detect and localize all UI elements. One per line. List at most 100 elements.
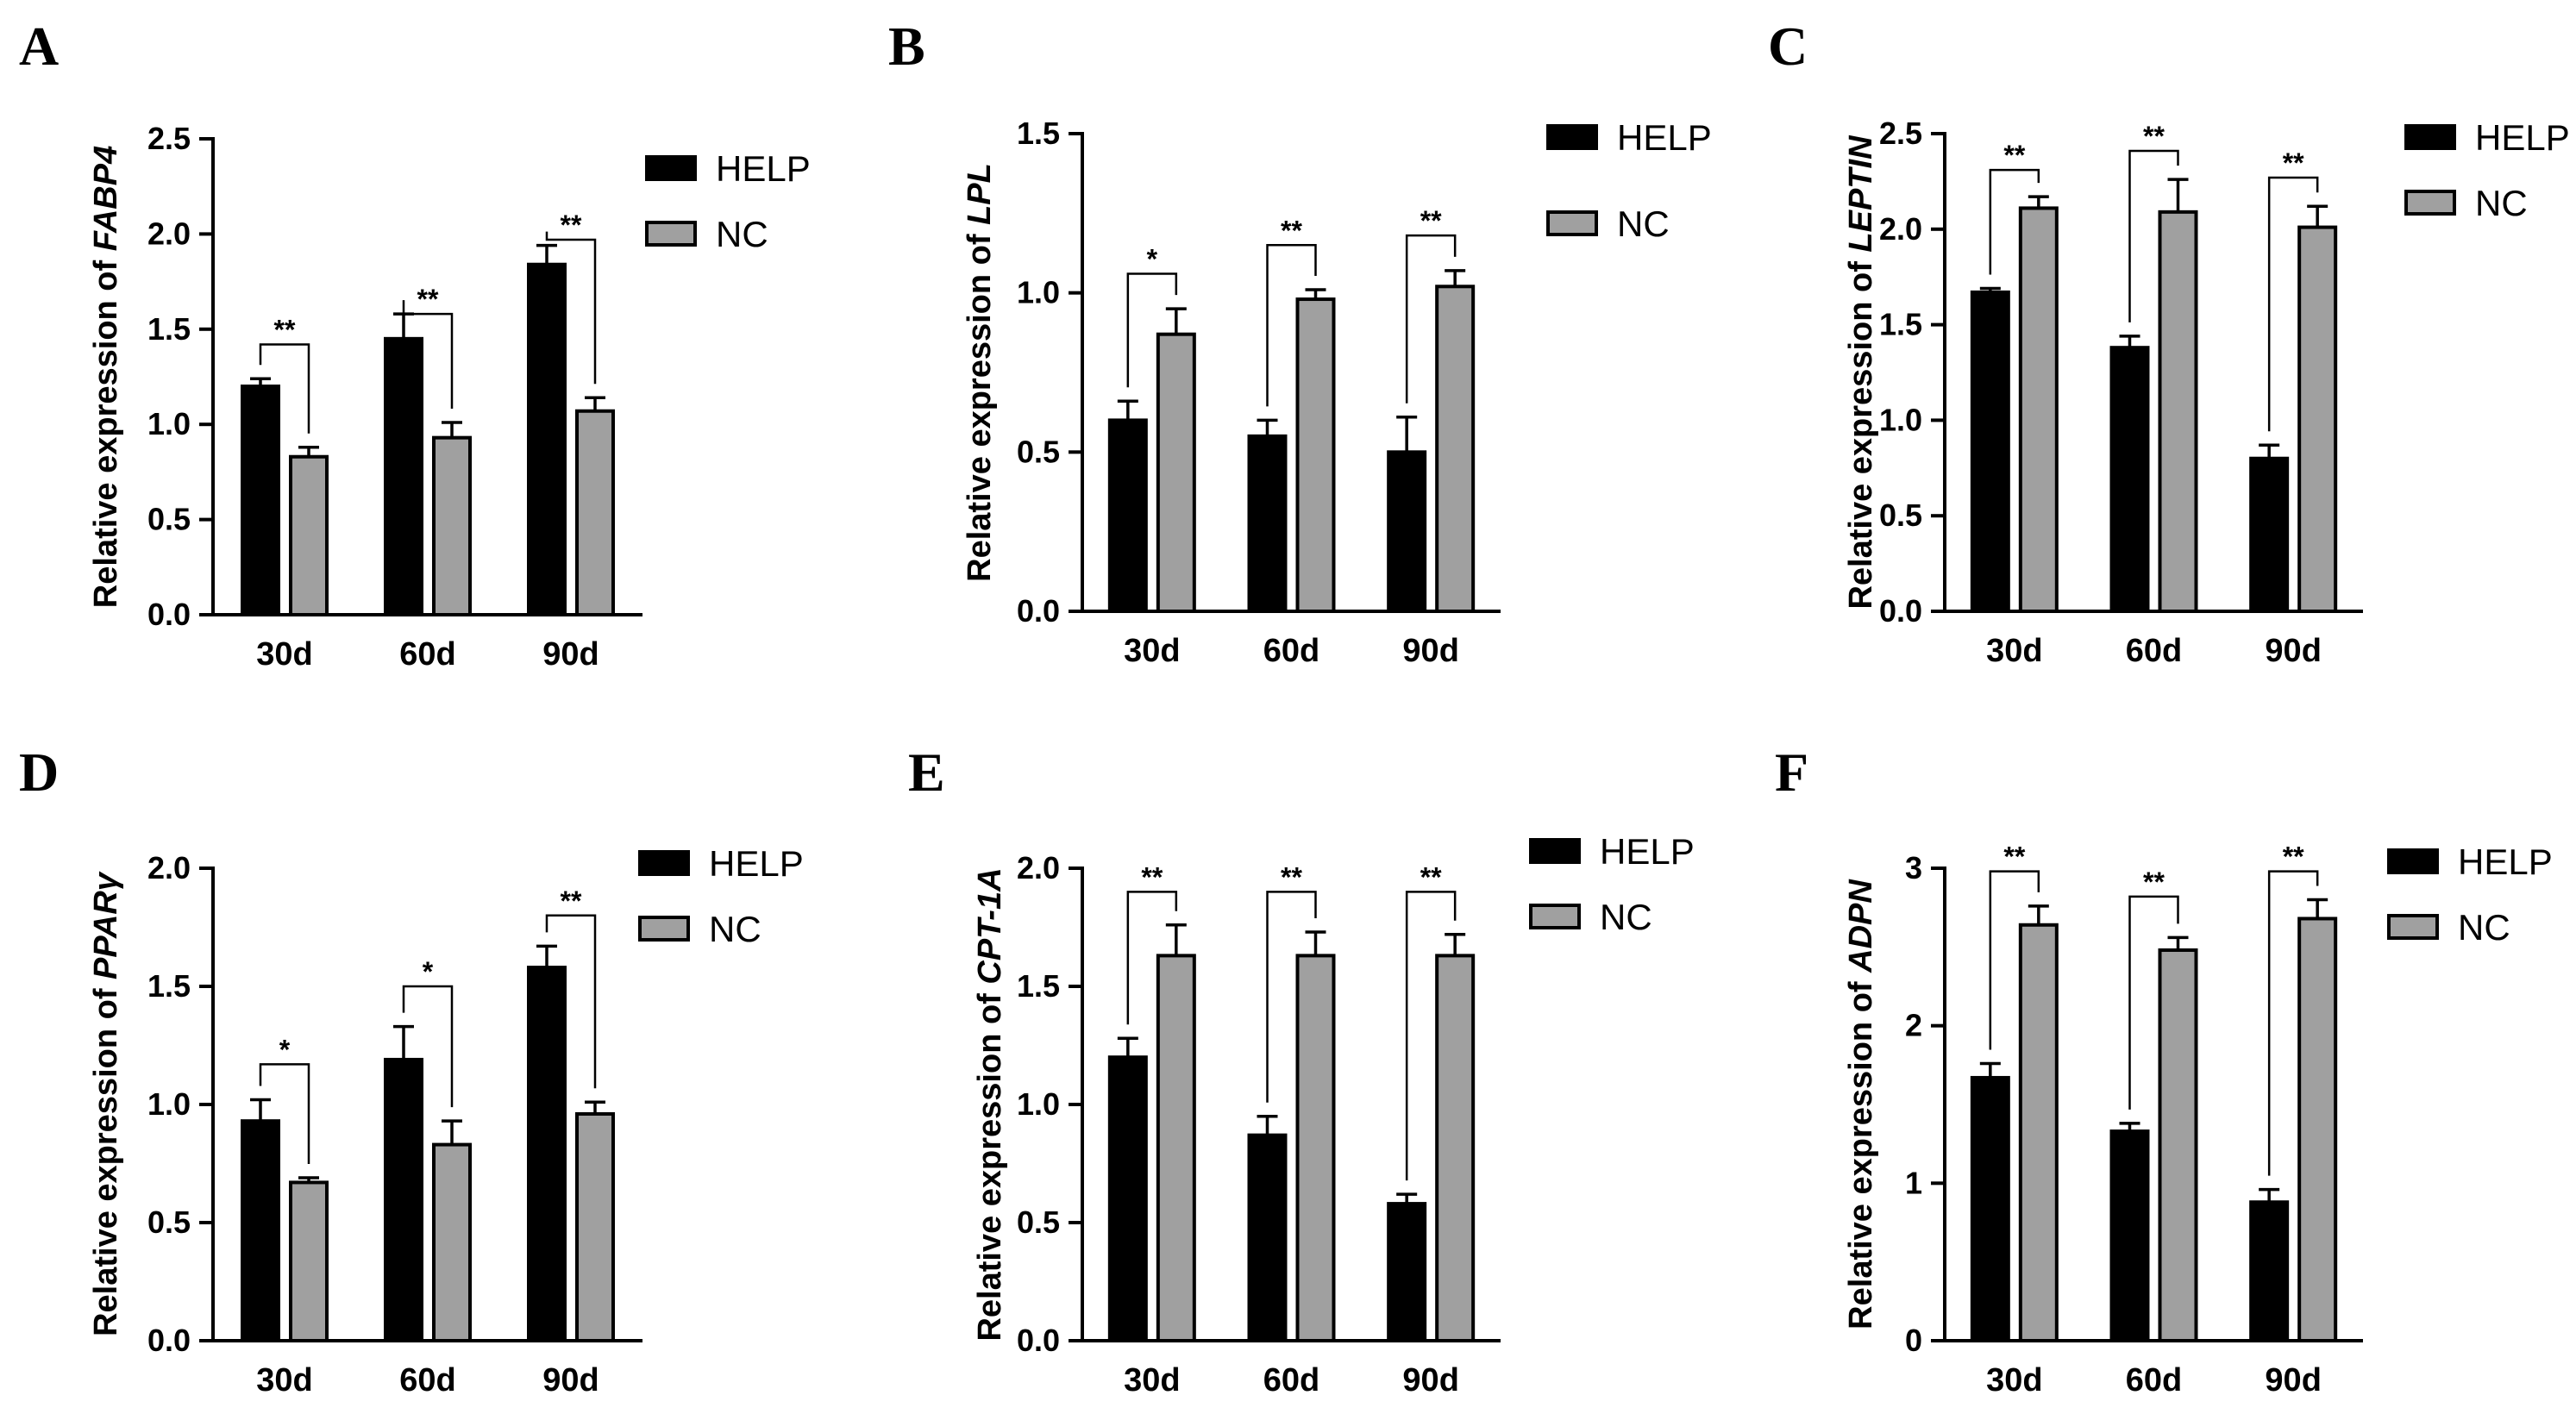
significance-bracket <box>1405 891 1457 1181</box>
x-category-label: 60d <box>399 636 455 673</box>
bar-nc-30d <box>289 454 329 617</box>
significance-label: ** <box>274 314 296 345</box>
legend-nc-swatch <box>1546 210 1598 236</box>
y-axis-title-gene: CPT-1A <box>972 867 1008 984</box>
y-tick-label: 1.5 <box>147 968 191 1004</box>
significance-label: ** <box>2143 121 2165 152</box>
significance-bracket <box>1266 891 1317 1103</box>
y-tick-label: 0.5 <box>1017 434 1060 469</box>
significance-bracket <box>259 343 310 434</box>
y-tick-label: 2.0 <box>1879 211 1922 247</box>
legend-nc-swatch <box>638 916 690 942</box>
legend-help-label: HELP <box>709 843 804 884</box>
bar-nc-90d <box>575 409 615 616</box>
x-category-label: 60d <box>1263 1362 1319 1398</box>
significance-label: * <box>1147 244 1158 275</box>
significance-bracket <box>1989 870 2040 1050</box>
panel-f: F 0 1 2 3 Relative expression of ADPN 30d ** 60d… <box>1775 741 2553 1398</box>
y-tick-label: 0.0 <box>1017 593 1060 629</box>
y-tick-label: 1.0 <box>147 406 191 441</box>
panel-letter: B <box>888 16 925 77</box>
panel-letter: D <box>19 741 59 803</box>
bar-help-60d <box>1247 434 1288 613</box>
significance-label: ** <box>1281 215 1302 246</box>
panel-letter: C <box>1768 16 1808 77</box>
bar-help-30d <box>241 1119 280 1343</box>
significance-bracket <box>402 985 454 1108</box>
y-tick-label: 2.0 <box>147 850 191 885</box>
y-tick-label: 3 <box>1905 850 1922 885</box>
significance-bracket <box>2128 895 2179 1110</box>
y-tick-label: 2 <box>1905 1008 1922 1043</box>
significance-bracket <box>545 914 597 1089</box>
significance-bracket <box>2267 870 2319 1176</box>
panel-d: D 0.0 0.5 1.0 1.5 2.0 Relative expression of P… <box>19 741 804 1398</box>
bar-help-60d <box>2109 1129 2150 1343</box>
legend-help-swatch <box>1546 124 1598 150</box>
x-category-label: 60d <box>2126 633 2182 669</box>
legend-nc-label: NC <box>1617 203 1670 244</box>
bar-nc-60d <box>2158 210 2198 614</box>
significance-bracket <box>1266 244 1317 407</box>
bar-help-90d <box>527 966 567 1342</box>
bar-nc-30d <box>2018 923 2059 1342</box>
significance-label: ** <box>2283 842 2304 873</box>
legend-nc-label: NC <box>2475 183 2528 223</box>
significance-label: ** <box>1281 861 1302 892</box>
y-tick-label: 2.5 <box>1879 116 1922 151</box>
y-axis-title: Relative expression of ADPN <box>1843 879 1879 1330</box>
y-tick-label: 2.5 <box>147 121 191 156</box>
bar-help-90d <box>1387 450 1427 613</box>
bar-nc-30d <box>1156 954 1196 1342</box>
legend-nc-swatch <box>2404 190 2456 216</box>
y-tick-label: 1.5 <box>147 311 191 347</box>
legend-help-swatch <box>645 155 697 181</box>
bar-help-30d <box>1107 418 1148 613</box>
bar-help-60d <box>384 1057 423 1342</box>
y-axis-title-prefix: Relative expression of <box>1843 973 1879 1330</box>
panel-letter: E <box>908 741 945 803</box>
panel-b: B 0.0 0.5 1.0 1.5 Relative expression of LPL 3… <box>888 16 1712 669</box>
x-category-label: 90d <box>1402 633 1458 669</box>
y-tick-label: 0.5 <box>147 1204 191 1240</box>
y-tick-label: 0 <box>1905 1323 1922 1358</box>
y-axis-title: Relative expression of CPT-1A <box>972 867 1008 1341</box>
panel-letter: F <box>1775 741 1808 803</box>
significance-label: ** <box>1420 205 1442 236</box>
significance-label: * <box>423 956 434 987</box>
bar-nc-90d <box>575 1111 615 1342</box>
x-category-label: 90d <box>542 636 599 673</box>
bar-nc-30d <box>289 1180 329 1343</box>
x-category-label: 30d <box>256 1362 312 1398</box>
legend-nc-label: NC <box>1600 897 1652 937</box>
panel-letter: A <box>19 16 59 77</box>
significance-label: ** <box>561 210 582 241</box>
significance-label: ** <box>2143 867 2165 898</box>
y-axis-title: Relative expression of LEPTIN <box>1843 135 1879 610</box>
y-axis-title: Relative expression of PPARγ <box>88 871 124 1336</box>
legend-help-swatch <box>638 850 690 876</box>
x-category-label: 90d <box>2265 1362 2321 1398</box>
x-category-label: 30d <box>1986 1362 2042 1398</box>
y-tick-label: 1.0 <box>1017 1086 1060 1122</box>
bar-nc-90d <box>2297 917 2338 1343</box>
y-tick-label: 1.5 <box>1017 116 1060 151</box>
y-tick-label: 0.5 <box>147 502 191 537</box>
significance-label: ** <box>561 885 582 917</box>
bar-nc-60d <box>1295 297 1336 613</box>
x-category-label: 30d <box>1124 1362 1180 1398</box>
y-tick-label: 0.5 <box>1879 497 1922 533</box>
significance-bracket <box>259 1063 310 1164</box>
y-tick-label: 1.0 <box>147 1086 191 1122</box>
significance-bracket <box>1126 891 1178 1025</box>
significance-label: ** <box>1141 861 1163 892</box>
y-axis-title: Relative expression of FABP4 <box>88 146 124 608</box>
y-axis-title-prefix: Relative expression of <box>1843 253 1879 610</box>
significance-bracket <box>545 231 597 385</box>
legend-help-label: HELP <box>1600 831 1695 872</box>
y-tick-label: 0.0 <box>1017 1323 1060 1358</box>
y-axis-title-prefix: Relative expression of <box>88 251 124 608</box>
y-axis-title-gene: LPL <box>962 163 998 225</box>
panel-e: E 0.0 0.5 1.0 1.5 2.0 Relative expression of C… <box>908 741 1695 1398</box>
significance-label: ** <box>417 284 439 315</box>
